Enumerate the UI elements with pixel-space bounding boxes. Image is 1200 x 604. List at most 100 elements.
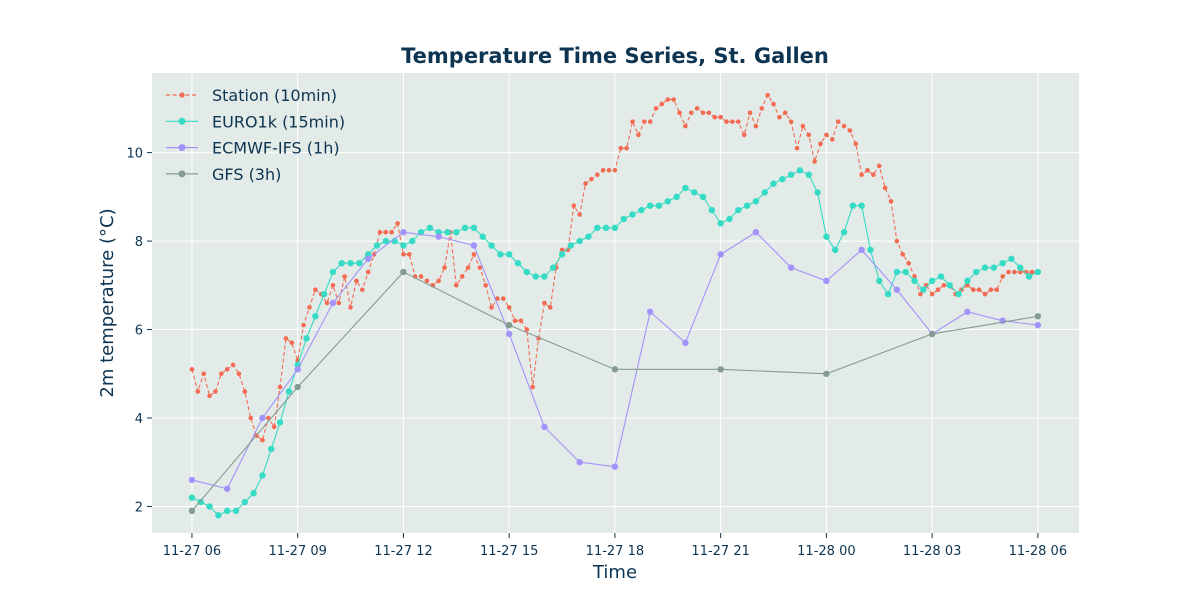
data-point	[611, 366, 619, 373]
data-point	[691, 189, 698, 196]
data-point	[348, 305, 353, 310]
data-point	[250, 489, 257, 497]
data-point	[955, 290, 962, 298]
data-point	[636, 132, 641, 138]
data-point	[1012, 269, 1017, 275]
data-point	[189, 367, 195, 372]
data-point	[1000, 274, 1005, 279]
data-point	[232, 507, 240, 515]
data-point	[805, 171, 812, 178]
legend-entry: Station (10min)	[166, 86, 337, 105]
data-point	[236, 371, 242, 377]
legend-marker	[178, 144, 186, 152]
data-point	[541, 423, 548, 431]
data-point	[718, 114, 723, 120]
x-tick-label: 11-27 09	[268, 544, 326, 559]
x-tick-label: 11-27 18	[586, 544, 644, 559]
data-point	[259, 472, 266, 479]
chart-title: Temperature Time Series, St. Gallen	[401, 44, 829, 68]
data-point	[459, 274, 465, 279]
data-point	[201, 371, 206, 377]
data-point	[624, 145, 629, 151]
data-point	[559, 247, 565, 253]
legend-entry: GFS (3h)	[166, 165, 281, 184]
data-point	[195, 389, 201, 394]
data-point	[266, 415, 271, 421]
data-point	[847, 128, 853, 133]
data-point	[787, 171, 795, 178]
data-point	[514, 259, 522, 267]
legend-entry: ECMWF-IFS (1h)	[166, 139, 340, 158]
data-point	[206, 503, 213, 510]
data-point	[356, 259, 363, 267]
data-point	[981, 264, 989, 271]
data-point	[223, 485, 231, 492]
data-point	[461, 224, 469, 232]
data-point	[688, 110, 694, 116]
legend-label: Station (10min)	[212, 86, 337, 105]
data-point	[840, 229, 848, 236]
data-point	[920, 286, 927, 293]
x-tick-label: 11-27 15	[480, 544, 538, 559]
data-point	[835, 119, 841, 124]
legend-marker	[178, 117, 186, 125]
data-point	[289, 340, 295, 346]
data-point	[336, 300, 342, 306]
data-point	[779, 175, 786, 183]
data-point	[814, 189, 821, 196]
data-point	[611, 463, 619, 470]
data-point	[928, 277, 936, 285]
data-point	[436, 278, 441, 284]
data-point	[230, 362, 236, 368]
data-point	[946, 282, 953, 289]
data-point	[294, 383, 301, 391]
data-point	[900, 252, 906, 257]
data-point	[465, 265, 471, 270]
data-point	[884, 290, 892, 298]
data-point	[354, 278, 359, 284]
data-point	[188, 476, 196, 484]
data-point	[743, 202, 751, 209]
data-point	[771, 101, 776, 107]
data-point	[285, 388, 293, 395]
data-point	[849, 202, 857, 209]
data-point	[965, 283, 970, 288]
data-point	[268, 445, 275, 453]
data-point	[424, 278, 430, 284]
data-point	[495, 296, 500, 301]
data-point	[471, 252, 477, 257]
series-3	[188, 268, 1042, 515]
data-point	[426, 224, 434, 232]
data-point	[752, 229, 760, 236]
data-point	[796, 167, 804, 174]
data-point	[893, 268, 901, 276]
data-point	[541, 273, 548, 280]
y-tick-label: 6	[135, 324, 143, 339]
data-point	[530, 384, 535, 390]
data-point	[990, 264, 998, 271]
data-point	[330, 283, 336, 288]
data-point	[812, 159, 817, 164]
data-point	[576, 459, 583, 466]
data-point	[741, 132, 747, 138]
data-point	[724, 119, 729, 124]
data-point	[215, 512, 222, 519]
data-point	[512, 318, 518, 323]
data-point	[673, 193, 680, 201]
data-point	[787, 264, 795, 271]
data-point	[444, 229, 451, 236]
data-point	[219, 371, 224, 377]
x-tick-label: 11-27 21	[691, 544, 749, 559]
data-point	[188, 507, 196, 515]
data-point	[982, 291, 988, 297]
data-point	[532, 273, 539, 280]
legend: Station (10min) EURO1k (15min) ECMWF-IFS (…	[166, 86, 345, 184]
data-point	[497, 251, 504, 258]
data-point	[694, 106, 700, 111]
data-point	[765, 92, 770, 98]
data-point	[646, 202, 654, 209]
data-point	[567, 242, 575, 249]
data-point	[935, 287, 941, 293]
data-point	[377, 229, 383, 235]
data-point	[928, 330, 936, 338]
